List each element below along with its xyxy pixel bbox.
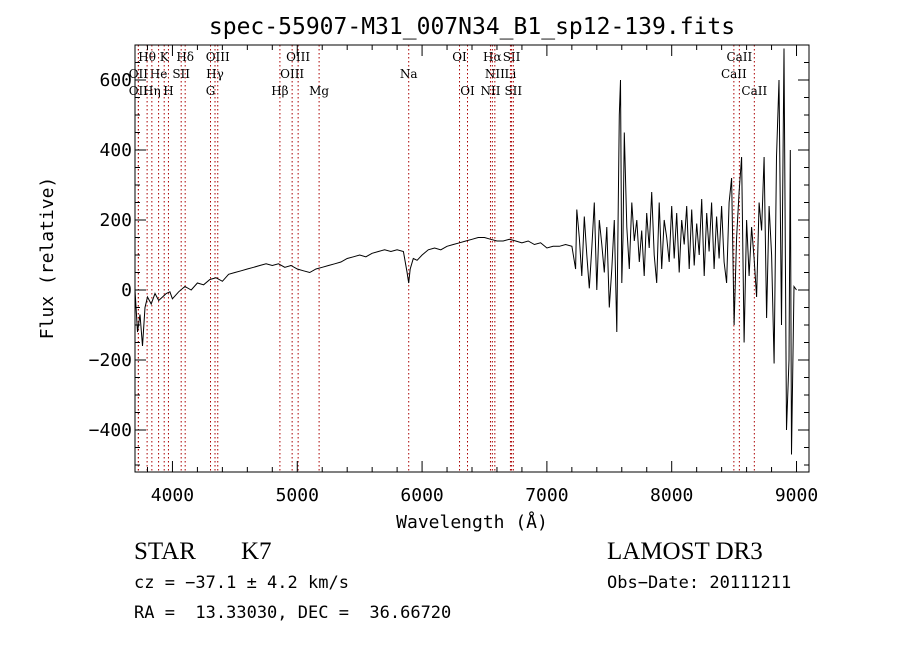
- x-tick-label: 8000: [650, 485, 693, 506]
- spectrum-line: [134, 48, 797, 455]
- line-marker-label: CaII: [741, 84, 767, 98]
- y-tick-label: 0: [121, 280, 132, 301]
- line-marker-label: Hγ: [206, 67, 224, 81]
- line-marker-label: CaII: [726, 50, 752, 64]
- x-axis-label: Wavelength (Å): [396, 511, 548, 533]
- line-marker-label: Hη: [143, 84, 161, 98]
- y-tick-label: 600: [99, 70, 132, 91]
- line-marker-label: SII: [172, 67, 190, 81]
- line-marker-label: SII: [504, 84, 522, 98]
- line-marker-label: Hδ: [176, 50, 194, 64]
- line-marker-label: K: [160, 50, 170, 64]
- y-tick-label: 200: [99, 210, 132, 231]
- line-marker-label: Mg: [309, 84, 329, 98]
- line-marker-label: NII: [485, 67, 505, 81]
- line-marker-label: NII: [480, 84, 500, 98]
- line-marker-label: He: [150, 67, 168, 81]
- x-tick-label: 6000: [400, 485, 443, 506]
- line-marker-label: SII: [503, 50, 521, 64]
- x-tick-label: 9000: [775, 485, 818, 506]
- y-tick-label: −400: [89, 420, 132, 441]
- x-tick-label: 7000: [525, 485, 568, 506]
- line-marker-label: Hα: [483, 50, 502, 64]
- line-marker-label: CaII: [721, 67, 747, 81]
- axes: 4000 5000 6000 7000 8000 9000 −400 −200 0 200 400 6…: [89, 44, 818, 506]
- line-marker-label: Na: [400, 67, 418, 81]
- obs-date: Obs−Date: 20111211: [607, 573, 792, 593]
- y-axis-label: Flux (relative): [37, 177, 58, 340]
- line-marker-label: Hθ: [138, 50, 156, 64]
- radec-readout: RA = 13.33030, DEC = 36.66720: [134, 603, 452, 623]
- line-marker-label: H: [163, 84, 173, 98]
- x-tick-label: 4000: [151, 485, 194, 506]
- chart-title: spec-55907-M31_007N34_B1_sp12-139.fits: [209, 14, 735, 40]
- x-tick-label: 5000: [276, 485, 319, 506]
- line-marker-label: OIII: [206, 50, 230, 64]
- line-marker-label: G: [206, 84, 216, 98]
- line-marker-label: OIII: [280, 67, 304, 81]
- line-marker-label: Li: [505, 67, 517, 81]
- line-marker-label: Hβ: [271, 84, 288, 98]
- survey-name: LAMOST DR3: [607, 538, 763, 565]
- line-marker-label: OII: [129, 84, 149, 98]
- line-marker-label: OI: [460, 84, 475, 98]
- line-marker-label: OI: [452, 50, 467, 64]
- plot-frame: [134, 44, 810, 473]
- y-tick-label: 400: [99, 140, 132, 161]
- object-class: STAR: [134, 538, 196, 565]
- line-marker-label: OIII: [286, 50, 310, 64]
- object-subclass: K7: [241, 538, 272, 565]
- cz-readout: cz = −37.1 ± 4.2 km/s: [134, 573, 349, 593]
- y-tick-label: −200: [89, 350, 132, 371]
